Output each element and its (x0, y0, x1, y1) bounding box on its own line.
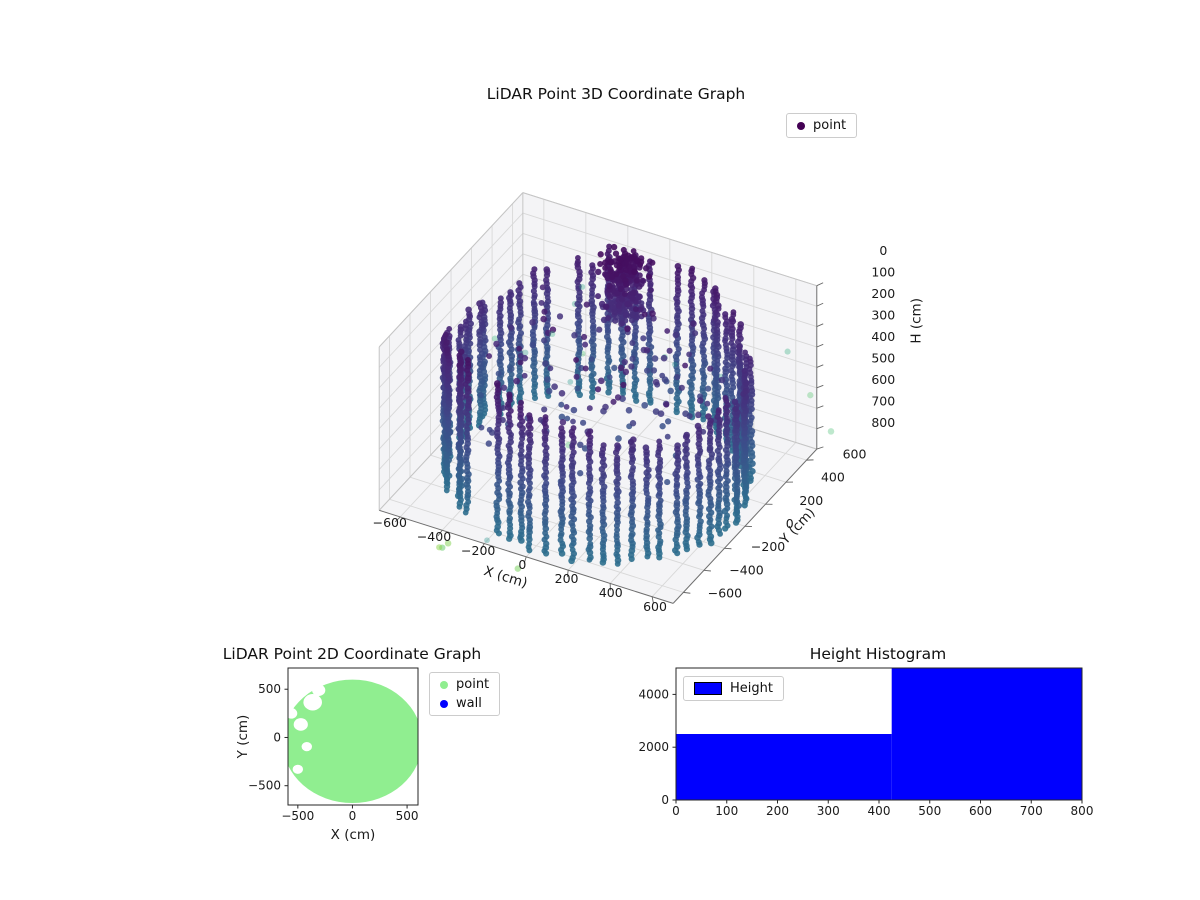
histogram-bars (676, 668, 1082, 800)
svg-text:−400: −400 (417, 529, 451, 544)
svg-text:600: 600 (843, 446, 867, 461)
legend-entry-point: point (440, 677, 489, 692)
svg-text:500: 500 (258, 682, 281, 696)
svg-text:0: 0 (518, 557, 526, 572)
scatter2d-plot: −500 0 500 −500 0 500 X (cm) Y (cm) (235, 667, 419, 843)
scatter3d-title: LiDAR Point 3D Coordinate Graph (486, 85, 746, 103)
point-marker-icon (440, 680, 448, 689)
svg-text:4000: 4000 (638, 687, 669, 701)
svg-text:800: 800 (871, 415, 895, 430)
svg-text:600: 600 (643, 599, 667, 614)
svg-text:500: 500 (918, 804, 941, 818)
svg-text:−600: −600 (708, 586, 742, 601)
svg-text:400: 400 (871, 329, 895, 344)
svg-text:−600: −600 (373, 515, 407, 530)
legend-label: point (813, 118, 847, 133)
svg-text:600: 600 (969, 804, 992, 818)
svg-text:400: 400 (599, 585, 623, 600)
y-axis-label: Y (cm) (235, 715, 251, 760)
histogram-ticks: 0 100 200 300 400 500 600 700 800 0 2000 4000 (638, 687, 1093, 818)
svg-text:−500: −500 (248, 779, 281, 793)
svg-text:−500: −500 (281, 809, 314, 823)
x-axis-label: X (cm) (331, 827, 376, 843)
svg-text:500: 500 (871, 350, 895, 365)
svg-text:200: 200 (766, 804, 789, 818)
scatter2d-points (288, 671, 418, 804)
svg-text:300: 300 (817, 804, 840, 818)
point-marker-icon (797, 121, 805, 130)
scatter2d-spines (287, 667, 419, 806)
svg-text:500: 500 (396, 809, 419, 823)
svg-text:200: 200 (555, 571, 579, 586)
svg-text:700: 700 (1020, 804, 1043, 818)
svg-text:300: 300 (871, 307, 895, 322)
z-axis-label: H (cm) (908, 298, 924, 344)
svg-text:0: 0 (349, 809, 357, 823)
svg-text:−200: −200 (461, 543, 495, 558)
svg-text:100: 100 (715, 804, 738, 818)
legend-label: wall (456, 696, 482, 711)
legend-label: Height (730, 681, 773, 696)
svg-text:200: 200 (871, 286, 895, 301)
legend-entry-point: point (797, 118, 846, 133)
svg-text:−400: −400 (729, 562, 763, 577)
scatter2d-title: LiDAR Point 2D Coordinate Graph (222, 645, 482, 663)
svg-text:0: 0 (273, 730, 281, 744)
svg-text:200: 200 (799, 493, 823, 508)
svg-text:−200: −200 (751, 539, 785, 554)
svg-text:100: 100 (871, 264, 895, 279)
svg-text:700: 700 (871, 393, 895, 408)
svg-text:0: 0 (672, 804, 680, 818)
svg-text:400: 400 (821, 470, 845, 485)
svg-text:600: 600 (871, 372, 895, 387)
svg-text:0: 0 (786, 516, 794, 531)
svg-text:2000: 2000 (638, 740, 669, 754)
scatter3d-plot: −600−400−2000200400600−600−400−200020040… (373, 192, 924, 614)
legend-entry-height: Height (694, 681, 773, 696)
scatter2d-legend: point wall (429, 672, 501, 716)
scatter2d-ticks: −500 0 500 −500 0 500 (248, 682, 418, 823)
histogram-plot: 0 100 200 300 400 500 600 700 800 0 2000 4000 (638, 667, 1093, 818)
histogram-title: Height Histogram (809, 645, 947, 663)
y-axis-label: Y (cm) (776, 505, 818, 549)
wall-marker-icon (440, 699, 448, 708)
svg-text:0: 0 (879, 243, 887, 258)
scatter3d-legend: point (786, 113, 858, 138)
svg-text:0: 0 (661, 793, 669, 807)
svg-text:800: 800 (1071, 804, 1094, 818)
scatter3d-points (436, 243, 835, 572)
legend-entry-wall: wall (440, 696, 489, 711)
height-patch-icon (694, 682, 722, 695)
scatter3d-ticks: −600−400−2000200400600−600−400−200020040… (373, 243, 896, 614)
histogram-legend: Height (683, 676, 784, 701)
svg-text:400: 400 (868, 804, 891, 818)
legend-label: point (456, 677, 490, 692)
